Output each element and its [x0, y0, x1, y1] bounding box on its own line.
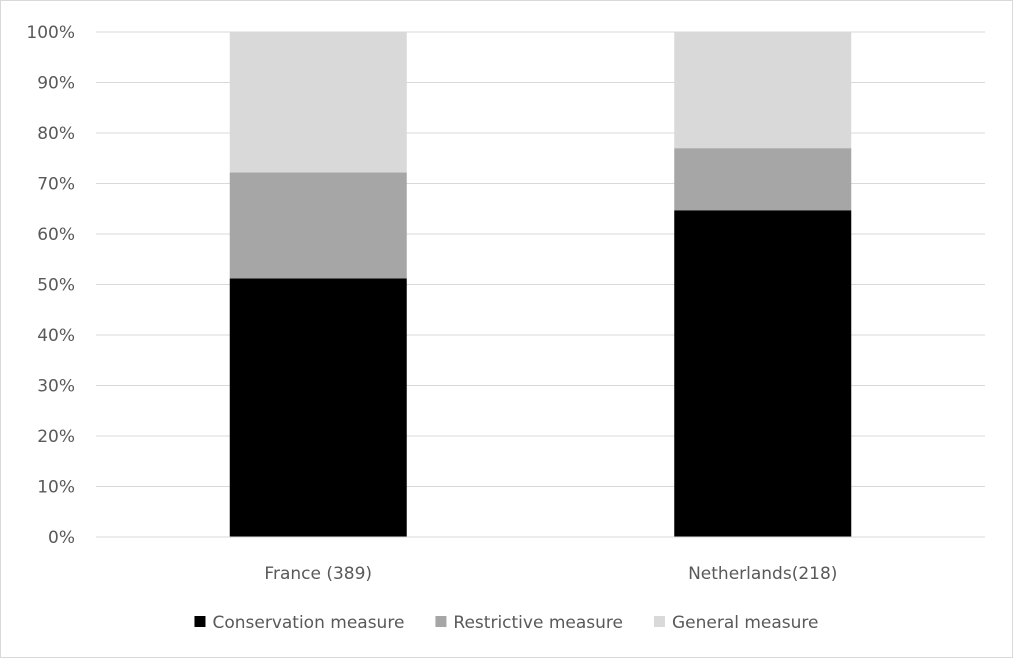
x-category-label: France (389)	[264, 564, 372, 584]
legend-item: Restrictive measure	[435, 613, 623, 633]
y-tick-label: 40%	[37, 326, 75, 346]
y-tick-label: 10%	[37, 478, 75, 498]
bar-segment-restrictive-measure	[674, 148, 852, 211]
bar-segment-general-measure	[674, 32, 852, 149]
x-axis-category-labels: France (389) Netherlands(218)	[264, 564, 837, 584]
y-tick-label: 70%	[37, 175, 75, 195]
y-tick-label: 20%	[37, 427, 75, 447]
bar-segment-conservation-measure	[229, 278, 407, 537]
legend-swatch	[435, 616, 447, 627]
y-tick-label: 90%	[37, 74, 75, 94]
bar-segment-conservation-measure	[674, 210, 852, 537]
y-tick-label: 0%	[48, 528, 75, 548]
legend-label: Conservation measure	[212, 613, 404, 633]
legend: Conservation measure Restrictive measure G…	[194, 613, 819, 633]
legend-label: Restrictive measure	[453, 613, 623, 633]
y-tick-label: 100%	[26, 23, 75, 43]
legend-swatch	[194, 616, 206, 627]
bar-segment-general-measure	[229, 32, 407, 173]
bars	[229, 32, 852, 537]
legend-item: General measure	[653, 613, 819, 633]
legend-item: Conservation measure	[194, 613, 404, 633]
y-tick-label: 30%	[37, 377, 75, 397]
legend-swatch	[653, 616, 665, 627]
y-tick-label: 80%	[37, 124, 75, 144]
bar-segment-restrictive-measure	[229, 172, 407, 279]
y-axis-tick-labels: 0% 10% 20% 30% 40% 50% 60% 70% 80% 90% 100%	[26, 23, 75, 548]
gridlines	[96, 31, 985, 487]
legend-label: General measure	[672, 613, 819, 633]
y-tick-label: 60%	[37, 225, 75, 245]
x-category-label: Netherlands(218)	[688, 564, 837, 584]
y-tick-label: 50%	[37, 276, 75, 296]
